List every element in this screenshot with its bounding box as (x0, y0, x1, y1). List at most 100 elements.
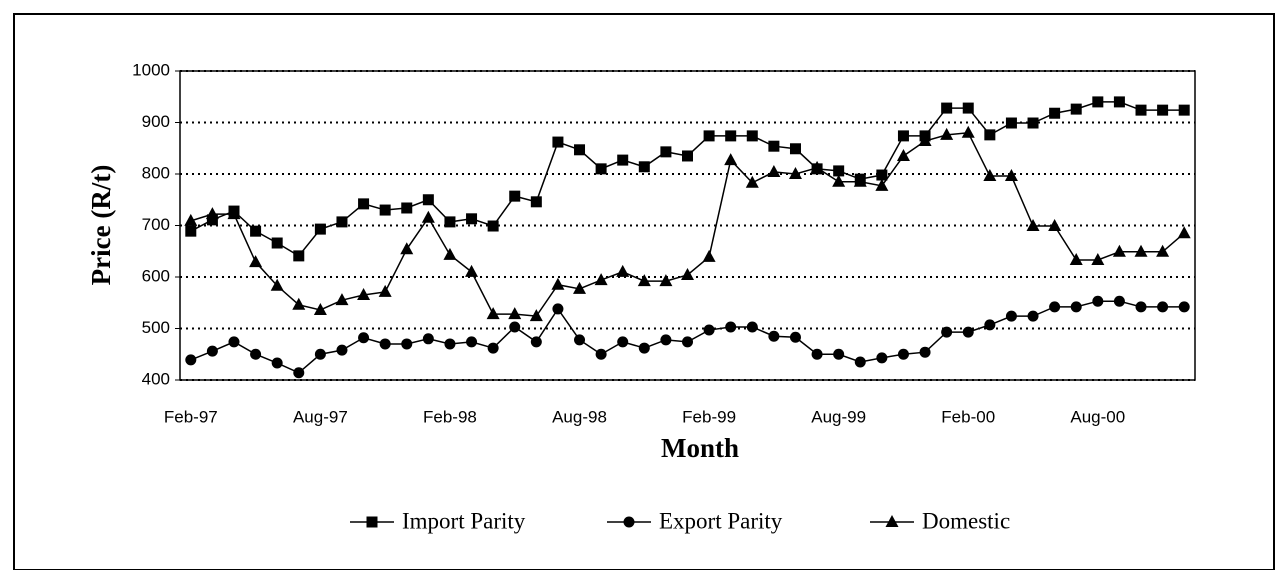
marker (660, 334, 672, 346)
y-tick-label: 600 (142, 266, 170, 285)
marker (466, 213, 478, 225)
marker (681, 267, 694, 280)
x-axis-title: Month (661, 433, 739, 463)
marker (789, 331, 801, 343)
legend-marker (623, 516, 635, 528)
legend-label: Import Parity (402, 508, 526, 533)
marker (335, 293, 349, 306)
legend-marker (366, 516, 378, 528)
marker (682, 150, 693, 162)
marker (594, 273, 608, 286)
marker (941, 102, 953, 114)
marker (574, 144, 586, 156)
marker (984, 129, 996, 141)
marker (271, 357, 283, 369)
marker (746, 130, 758, 142)
x-tick-label: Feb-00 (941, 407, 995, 426)
marker (379, 204, 391, 216)
marker (293, 250, 305, 262)
marker (444, 338, 456, 350)
marker (1004, 169, 1018, 182)
plot-frame (179, 70, 1196, 381)
marker (206, 345, 218, 357)
marker (1113, 96, 1125, 108)
marker (876, 169, 888, 181)
marker (1177, 226, 1191, 239)
marker (832, 174, 846, 187)
y-tick-label: 700 (142, 215, 170, 234)
x-tick-label: Feb-99 (682, 407, 736, 426)
marker (703, 130, 715, 142)
x-tick-label: Aug-99 (811, 407, 866, 426)
x-tick-label: Aug-98 (552, 407, 607, 426)
y-tick-label: 1000 (132, 60, 170, 79)
marker (250, 225, 262, 237)
marker (1027, 310, 1039, 322)
marker (185, 225, 197, 237)
marker (1049, 301, 1061, 313)
marker (595, 163, 607, 175)
marker (788, 167, 802, 179)
marker (617, 336, 629, 348)
marker (271, 237, 283, 249)
marker (724, 153, 738, 166)
marker (292, 297, 306, 310)
marker (853, 174, 867, 187)
x-tick-label: Aug-97 (293, 407, 348, 426)
marker (918, 134, 932, 147)
marker (897, 130, 909, 142)
marker (486, 307, 500, 320)
chart-border (13, 13, 1275, 570)
marker (941, 326, 953, 338)
marker (1070, 103, 1082, 115)
marker (897, 348, 909, 360)
marker (659, 274, 673, 287)
marker (444, 216, 456, 228)
marker (552, 303, 564, 315)
marker (746, 321, 758, 333)
legend-label: Export Parity (659, 508, 783, 533)
y-tick-label: 900 (142, 112, 170, 131)
marker (358, 198, 370, 210)
marker (637, 274, 651, 287)
marker (768, 140, 780, 152)
marker (250, 348, 262, 360)
legend-marker (885, 515, 899, 527)
y-axis-title: Price (R/t) (86, 165, 116, 286)
marker (421, 210, 435, 223)
marker (833, 165, 845, 177)
marker (1156, 244, 1170, 257)
marker (617, 154, 629, 166)
marker (530, 336, 542, 348)
marker (896, 148, 910, 161)
marker (810, 160, 824, 173)
marker (422, 333, 434, 345)
marker (745, 175, 759, 188)
marker (940, 127, 954, 140)
marker (336, 216, 348, 228)
marker (1092, 295, 1104, 307)
y-tick-label: 800 (142, 163, 170, 182)
marker (1092, 96, 1104, 108)
marker (574, 334, 586, 346)
marker (401, 202, 413, 214)
marker (962, 102, 974, 114)
marker (422, 194, 434, 206)
marker (1157, 104, 1169, 116)
marker (487, 342, 499, 354)
marker (573, 281, 587, 294)
marker (1135, 301, 1147, 313)
marker (1134, 244, 1148, 257)
marker (638, 161, 650, 173)
marker (876, 352, 888, 364)
marker (227, 207, 241, 220)
marker (616, 264, 630, 277)
marker (1005, 117, 1017, 129)
marker (638, 342, 650, 354)
marker (443, 247, 457, 260)
marker (789, 143, 801, 155)
marker (1027, 117, 1039, 129)
marker (595, 348, 607, 360)
marker (1091, 253, 1105, 266)
marker (725, 321, 737, 333)
